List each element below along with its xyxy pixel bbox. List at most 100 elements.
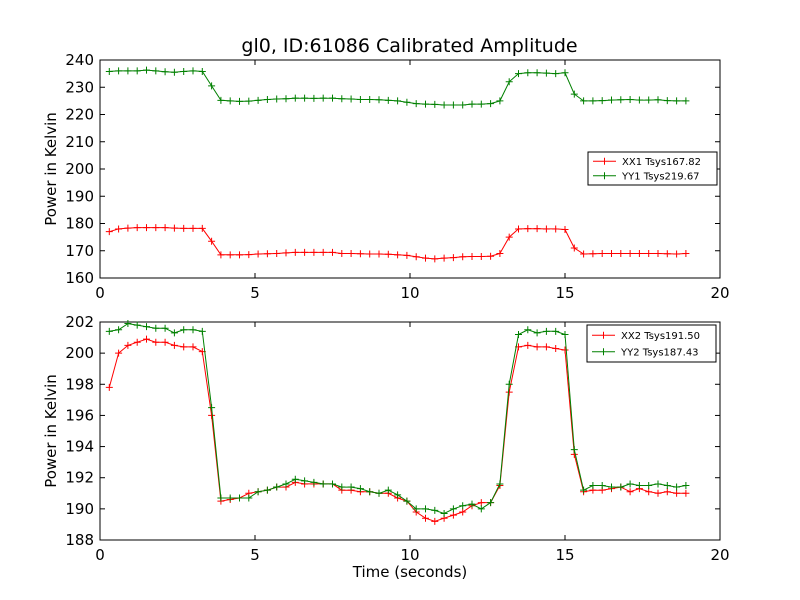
- data-point: [115, 225, 123, 233]
- legend-box: [587, 151, 718, 186]
- data-point: [384, 486, 392, 494]
- data-point: [515, 330, 522, 338]
- data-point: [533, 329, 541, 337]
- y-tick-label: 196: [65, 406, 94, 424]
- data-point: [226, 97, 234, 105]
- y-axis-label: Power in Kelvin: [42, 374, 60, 488]
- data-point: [282, 95, 290, 103]
- data-point: [459, 253, 467, 261]
- data-point: [533, 225, 541, 233]
- data-point: [431, 506, 439, 514]
- data-point: [459, 101, 467, 109]
- data-point: [133, 321, 141, 329]
- data-point: [161, 338, 169, 346]
- data-point: [375, 489, 383, 497]
- data-point: [366, 96, 374, 104]
- data-point: [105, 67, 113, 75]
- data-point: [208, 411, 216, 419]
- data-point: [673, 489, 681, 497]
- data-point: [505, 233, 513, 241]
- data-point: [515, 70, 522, 78]
- data-point: [654, 480, 662, 488]
- data-point: [645, 482, 653, 489]
- data-point: [682, 482, 690, 489]
- data-point: [338, 95, 346, 103]
- y-tick-label: 170: [65, 242, 94, 260]
- data-point: [198, 67, 206, 75]
- data-point: [533, 343, 541, 351]
- data-point: [412, 100, 420, 108]
- data-point: [208, 404, 216, 412]
- data-point: [505, 388, 513, 396]
- legend-swatch: [592, 331, 615, 339]
- data-point: [449, 511, 457, 519]
- y-tick-label: 194: [65, 438, 94, 456]
- y-tick-label: 230: [65, 78, 94, 96]
- data-point: [366, 488, 374, 496]
- x-tick-label: 15: [555, 546, 574, 564]
- data-point: [319, 94, 327, 102]
- data-point: [180, 67, 188, 75]
- data-point: [635, 96, 643, 104]
- data-point: [384, 250, 392, 258]
- data-point: [124, 341, 132, 349]
- data-point: [449, 505, 457, 513]
- data-point: [431, 100, 439, 108]
- data-point: [329, 94, 336, 102]
- data-point: [598, 482, 606, 489]
- x-tick-label: 10: [400, 546, 419, 564]
- data-point: [682, 249, 690, 257]
- data-point: [105, 327, 113, 335]
- chart-title: gl0, ID:61086 Calibrated Amplitude: [241, 35, 577, 57]
- data-point: [431, 255, 439, 263]
- data-point: [301, 248, 309, 256]
- data-point: [143, 224, 150, 232]
- data-point: [198, 327, 206, 335]
- data-point: [654, 489, 662, 497]
- data-point: [143, 335, 150, 343]
- y-tick-label: 160: [65, 269, 94, 287]
- data-point: [570, 446, 578, 454]
- data-point: [645, 249, 653, 257]
- data-point: [217, 494, 225, 502]
- data-point: [561, 330, 569, 338]
- data-point: [459, 502, 467, 510]
- data-point: [524, 326, 532, 334]
- data-point: [598, 249, 606, 257]
- data-point: [496, 480, 504, 488]
- data-point: [124, 320, 132, 328]
- data-point: [608, 96, 615, 104]
- data-point: [533, 69, 541, 77]
- legend-swatch: [592, 348, 615, 356]
- data-point: [105, 228, 113, 236]
- data-point: [524, 69, 532, 77]
- data-point: [422, 100, 429, 108]
- data-point: [570, 244, 578, 252]
- data-point: [115, 326, 123, 334]
- data-point: [635, 249, 643, 257]
- data-point: [189, 343, 197, 351]
- data-point: [477, 100, 485, 108]
- data-point: [347, 249, 355, 257]
- data-point: [133, 67, 141, 75]
- data-point: [412, 505, 420, 513]
- legend-box: [586, 324, 717, 363]
- legend-swatch: [593, 172, 616, 180]
- data-point: [263, 486, 271, 494]
- data-point: [319, 480, 327, 488]
- data-point: [403, 497, 411, 505]
- data-point: [356, 96, 364, 104]
- data-point: [291, 94, 299, 102]
- data-point: [236, 97, 243, 105]
- data-point: [663, 97, 671, 105]
- data-point: [487, 100, 495, 108]
- data-point: [329, 480, 336, 488]
- data-point: [440, 510, 448, 518]
- data-point: [403, 251, 411, 259]
- data-point: [477, 499, 485, 507]
- data-point: [347, 95, 355, 103]
- data-point: [626, 480, 634, 488]
- data-point: [338, 483, 346, 491]
- data-point: [654, 96, 662, 104]
- data-point: [115, 349, 123, 357]
